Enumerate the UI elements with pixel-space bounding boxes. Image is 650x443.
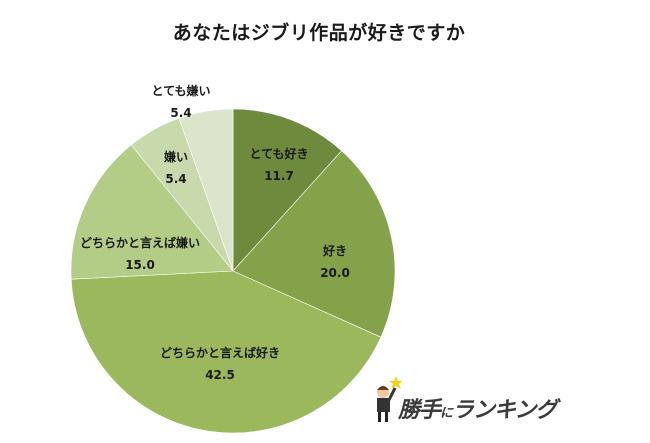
slice-label-value: 5.4 xyxy=(165,172,187,186)
slice-label-name: 好き xyxy=(322,244,348,258)
pie-slice xyxy=(178,108,234,272)
site-logo: 勝手にランキング xyxy=(372,376,582,430)
slice-label: どちらかと言えば嫌い 15.0 xyxy=(80,232,200,276)
slice-label-name: とても好き xyxy=(249,147,309,161)
slice-label: 好き 20.0 xyxy=(320,240,350,284)
slice-label-value: 5.4 xyxy=(170,106,192,120)
slice-label-value: 15.0 xyxy=(125,258,155,272)
chart-title: あなたはジブリ作品が好きですか xyxy=(0,18,650,45)
pie-slice xyxy=(70,270,382,434)
slice-label-value: 42.5 xyxy=(205,368,235,382)
slice-label-value: 11.7 xyxy=(264,169,294,183)
slice-label-name: とても嫌い xyxy=(151,84,211,98)
slice-label-name: どちらかと言えば好き xyxy=(159,346,281,360)
slice-label: とても好き 11.7 xyxy=(249,143,308,187)
pie-slice xyxy=(232,108,343,272)
slice-label-value: 20.0 xyxy=(320,266,350,280)
mascot-icon xyxy=(377,376,402,422)
slice-label-name: 嫌い xyxy=(163,150,189,164)
slice-label: 嫌い 5.4 xyxy=(164,146,188,190)
slice-label-name: どちらかと言えば嫌い xyxy=(79,236,201,250)
logo-text: 勝手にランキング xyxy=(398,398,557,423)
chart-title-text: あなたはジブリ作品が好きですか xyxy=(172,22,466,44)
pie-slice xyxy=(70,144,234,280)
pie-slice xyxy=(232,150,396,338)
slice-label: どちらかと言えば好き 42.5 xyxy=(160,342,280,386)
slice-label: とても嫌い 5.4 xyxy=(151,80,210,124)
